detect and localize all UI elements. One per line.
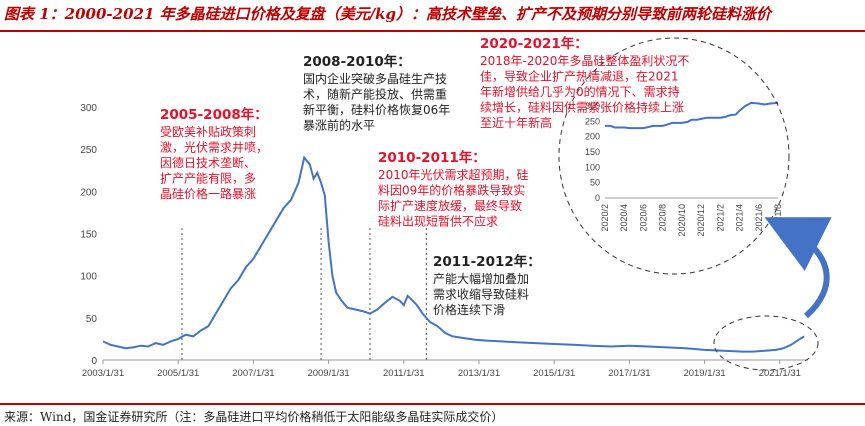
chart-title: 图表 1：2000-2021 年多晶硅进口价格及复盘（美元/kg）：高技术壁垒、… — [4, 5, 771, 23]
annotation-line: 际扩产速度放缓，最终导致 — [378, 198, 522, 213]
source-note: 来源：Wind，国金证券研究所（注：多晶硅进口平均价格稍低于太阳能级多晶硅实际成… — [4, 410, 504, 424]
inset-x-tick-label: 2020/2 — [600, 204, 610, 232]
annotation-line: 硅料出现短暂供不应求 — [378, 214, 498, 229]
annotation-line: 产能大幅增加叠加 — [433, 271, 529, 286]
y-tick-label: 300 — [80, 103, 97, 114]
inset-x-tick-label: 2020/8 — [658, 204, 668, 232]
annotation-line: 新平衡，硅料价格恢复06年 — [303, 102, 450, 117]
annotation-title: 2020-2021年： — [480, 35, 588, 52]
annotation-line: 料因09年的价格暴跌导致实 — [378, 183, 525, 198]
annotation-line: 年新增供给几乎为0的情况下、需求持 — [480, 84, 680, 99]
annotation-2010-2011: 2010-2011年：2010年光伏需求超预期，硅料因09年的价格暴跌导致实际扩… — [378, 149, 529, 229]
annotation-line: 晶硅价格一路暴涨 — [160, 186, 256, 201]
annotation-line: 需求收缩导致硅料 — [433, 287, 529, 302]
y-tick-label: 250 — [80, 145, 97, 156]
x-tick-label: 2005/1/31 — [157, 368, 199, 379]
annotation-line: 2010年光伏需求超预期，硅 — [378, 167, 529, 182]
y-tick-label: 200 — [80, 187, 97, 198]
x-tick-label: 2007/1/31 — [232, 368, 274, 379]
inset-x-tick-label: 2020/10 — [677, 204, 687, 237]
annotation-title: 2005-2008年： — [160, 106, 268, 123]
inset-x-tick-label: 2020/4 — [619, 204, 629, 232]
x-tick-label: 2021/1/31 — [759, 368, 801, 379]
x-tick-label: 2003/1/31 — [82, 368, 124, 379]
x-tick-label: 2017/1/31 — [608, 368, 650, 379]
annotation-title: 2011-2012年： — [433, 253, 541, 270]
x-tick-label: 2019/1/31 — [683, 368, 725, 379]
inset-x-tick-label: 2021/6 — [754, 204, 764, 232]
annotation-2020-2021: 2020-2021年：2018年-2020年多晶硅整体盈利状况不佳，导致企业扩产… — [480, 35, 689, 130]
inset-y-tick-label: 100 — [585, 162, 600, 172]
annotation-line: 佳，导致企业扩产热情减退，在2021 — [480, 69, 679, 84]
zoom-arrow — [764, 217, 832, 319]
annotation-line: 扩产产能有限，多 — [160, 172, 256, 186]
y-tick-label: 0 — [91, 356, 97, 367]
inset-x-tick-label: 2020/6 — [638, 204, 648, 232]
annotation-line: 暴涨前的水平 — [303, 118, 375, 133]
main-axes: 0 50 100 150 200 250 300 2003/1/31 2005/1/31 2007… — [80, 103, 808, 379]
y-tick-label: 100 — [80, 272, 97, 283]
annotation-2008-2010: 2008-2010年：国内企业突破多晶硅生产技术，随新产能投放、供需重新平衡，硅… — [303, 53, 450, 133]
annotation-title: 2008-2010年： — [303, 53, 411, 70]
inset-chart: 0 50 100 150 200 250 300 2020/2 2020/4 2020/6 2020… — [585, 101, 783, 237]
annotations: 2005-2008年： 受欧美补贴政策刺激，光伏需求井喷，因德日技术垄断、扩产产能… — [160, 35, 689, 317]
annotation-line: 因德日技术垄断、 — [160, 155, 256, 170]
annotation-line: 术，随新产能投放、供需重 — [303, 87, 447, 102]
inset-y-tick-label: 300 — [585, 101, 600, 111]
inset-x-tick-label: 2021/8 — [773, 204, 783, 232]
inset-price-line — [605, 101, 779, 130]
main-series — [102, 155, 805, 353]
title-rule — [0, 30, 865, 32]
inset-y-tick-label: 250 — [585, 116, 600, 126]
inset-y-tick-label: 200 — [585, 132, 600, 142]
inset-y-tick-label: 50 — [590, 178, 600, 188]
inset-y-tick-label: 150 — [585, 147, 600, 157]
x-tick-label: 2015/1/31 — [533, 368, 575, 379]
bottom-rule — [0, 403, 865, 405]
x-tick-label: 2013/1/31 — [458, 368, 500, 379]
y-tick-label: 50 — [86, 314, 98, 325]
annotation-line: 续增长，硅料因供需紧张价格持续上涨 — [480, 100, 684, 115]
annotation-line: 受欧美补贴政策刺 — [160, 125, 256, 139]
annotation-line: 激，光伏需求井喷， — [160, 141, 268, 155]
annotation-line: 国内企业突破多晶硅生产技 — [303, 71, 447, 86]
annotation-line: 至近十年新高 — [480, 115, 552, 130]
inset-y-tick-label: 0 — [595, 193, 600, 203]
inset-dashed-ellipse — [558, 37, 790, 275]
annotation-title: 2010-2011年： — [378, 149, 486, 166]
y-tick-label: 150 — [80, 230, 97, 241]
annotation-2005-2008: 2005-2008年： 受欧美补贴政策刺激，光伏需求井喷，因德日技术垄断、扩产产能… — [160, 106, 268, 201]
annotation-line: 2018年-2020年多晶硅整体盈利状况不 — [480, 53, 689, 68]
annotation-line: 价格连续下滑 — [433, 302, 505, 317]
x-tick-label: 2009/1/31 — [307, 368, 349, 379]
inset-x-tick-label: 2021/2 — [715, 204, 725, 232]
zoom-dashed-ellipse — [713, 315, 819, 371]
x-tick-label: 2011/1/31 — [383, 368, 425, 379]
inset-x-tick-label: 2021/4 — [735, 204, 745, 232]
inset-x-tick-label: 2020/12 — [696, 204, 706, 237]
price-line — [102, 155, 805, 353]
